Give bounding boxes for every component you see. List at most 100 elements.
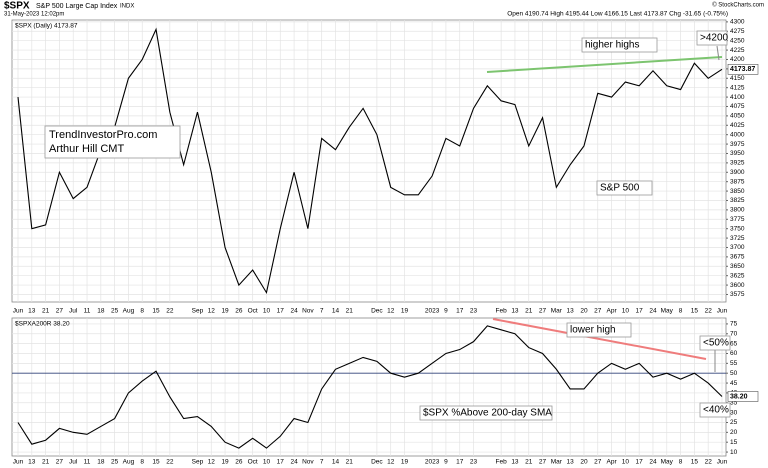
x-tick-label: 26 — [235, 459, 243, 466]
index-name: S&P 500 Large Cap Index — [36, 3, 118, 10]
legend-entry: $SPX (Daily) 4173.87 — [15, 23, 78, 30]
y-tick-label: 3675 — [730, 254, 745, 261]
y-tick-label: 30 — [730, 409, 738, 416]
annotation-box — [699, 402, 731, 418]
x-tick-label: 27 — [56, 459, 64, 466]
x-tick-label: 19 — [401, 459, 409, 466]
x-tick-label: 22 — [166, 308, 174, 315]
x-tick-label: 9 — [444, 308, 448, 315]
y-tick-label: 4100 — [730, 94, 745, 101]
last-value-label: 4173.87 — [730, 66, 755, 73]
x-tick-label: 12 — [387, 459, 395, 466]
x-tick-label: 7 — [320, 459, 324, 466]
y-tick-label: 3825 — [730, 197, 745, 204]
y-tick-label: 3850 — [730, 188, 745, 195]
pointer — [716, 45, 720, 61]
y-tick-label: 4000 — [730, 131, 745, 138]
last-value-box — [727, 64, 759, 75]
annotation-box — [696, 30, 728, 46]
x-tick-label: 24 — [290, 308, 298, 315]
annotation: TrendInvestorPro.com — [49, 129, 157, 141]
x-tick-label: Sep — [192, 459, 204, 466]
x-tick-label: 17 — [277, 308, 285, 315]
annotation: lower high — [570, 325, 616, 336]
exchange: INDX — [120, 4, 134, 10]
y-tick-label: 3600 — [730, 282, 745, 289]
x-tick-label: 15 — [152, 308, 160, 315]
y-tick-label: 4250 — [730, 37, 745, 44]
x-tick-label: 19 — [221, 308, 229, 315]
x-tick-label: 12 — [208, 459, 216, 466]
y-tick-label: 45 — [730, 380, 738, 387]
y-tick-label: 3650 — [730, 263, 745, 270]
annotation-box — [581, 37, 658, 53]
x-tick-label: 8 — [679, 308, 683, 315]
x-tick-label: 27 — [539, 459, 547, 466]
y-tick-label: 3800 — [730, 207, 745, 214]
x-tick-label: 25 — [111, 459, 119, 466]
annotation: <40% — [703, 405, 729, 416]
price-line — [17, 27, 723, 295]
x-tick-label: 23 — [470, 459, 478, 466]
x-tick-label: Mar — [551, 459, 563, 466]
annotation-box — [44, 125, 181, 159]
y-tick-label: 4050 — [730, 113, 745, 120]
x-tick-label: May — [661, 308, 674, 315]
date: 31-May-2023 12:02pm — [4, 12, 64, 18]
x-tick-label: Jun — [13, 308, 24, 315]
annotation-box — [419, 405, 553, 421]
x-tick-label: Nov — [302, 459, 314, 466]
y-tick-label: 75 — [730, 321, 738, 328]
x-tick-label: 21 — [346, 459, 354, 466]
x-tick-label: 11 — [84, 459, 91, 466]
price-line — [17, 325, 723, 449]
x-tick-label: Mar — [551, 308, 563, 315]
x-tick-label: 21 — [42, 459, 50, 466]
y-tick-label: 4025 — [730, 122, 745, 129]
x-tick-label: Nov — [302, 308, 314, 315]
last-value-box — [727, 391, 759, 402]
x-tick-label: 22 — [705, 459, 713, 466]
x-tick-label: 19 — [401, 308, 409, 315]
x-tick-label: 26 — [235, 308, 243, 315]
y-tick-label: 35 — [730, 399, 738, 406]
y-tick-label: 4275 — [730, 28, 745, 35]
y-tick-label: 4075 — [730, 103, 745, 110]
x-tick-label: Dec — [371, 459, 383, 466]
credit: © StockCharts.com — [712, 2, 764, 9]
x-tick-label: Dec — [371, 308, 383, 315]
x-tick-label: Jun — [13, 459, 24, 466]
x-tick-label: 20 — [580, 459, 588, 466]
x-tick-label: Sep — [192, 308, 204, 315]
x-tick-label: 15 — [691, 308, 699, 315]
y-tick-label: 3575 — [730, 291, 745, 298]
x-tick-label: 10 — [622, 308, 630, 315]
annotation-box — [566, 322, 632, 338]
x-tick-label: Feb — [496, 308, 508, 315]
x-tick-label: 13 — [511, 459, 519, 466]
y-tick-label: 3900 — [730, 169, 745, 176]
x-tick-label: Oct — [248, 308, 258, 315]
trend-line — [492, 318, 707, 360]
x-tick-label: 21 — [525, 308, 533, 315]
x-tick-label: 14 — [332, 308, 340, 315]
x-tick-label: 20 — [580, 308, 588, 315]
y-tick-label: 50 — [730, 370, 738, 377]
x-tick-label: May — [661, 459, 674, 466]
x-tick-label: 12 — [208, 308, 216, 315]
last-value-label: 38.20 — [730, 393, 748, 400]
x-tick-label: 24 — [649, 308, 657, 315]
x-tick-label: 2023 — [425, 459, 440, 466]
x-tick-label: 24 — [649, 459, 657, 466]
x-tick-label: Oct — [248, 459, 258, 466]
x-tick-label: Feb — [496, 459, 508, 466]
x-tick-label: 27 — [594, 459, 602, 466]
annotation: $SPX %Above 200-day SMA — [423, 408, 552, 419]
y-tick-label: 3925 — [730, 160, 745, 167]
trend-line — [486, 56, 723, 73]
y-tick-label: 10 — [730, 449, 738, 456]
x-tick-label: 22 — [705, 308, 713, 315]
x-tick-label: 17 — [636, 459, 644, 466]
x-tick-label: 10 — [622, 459, 630, 466]
x-tick-label: 13 — [567, 459, 575, 466]
